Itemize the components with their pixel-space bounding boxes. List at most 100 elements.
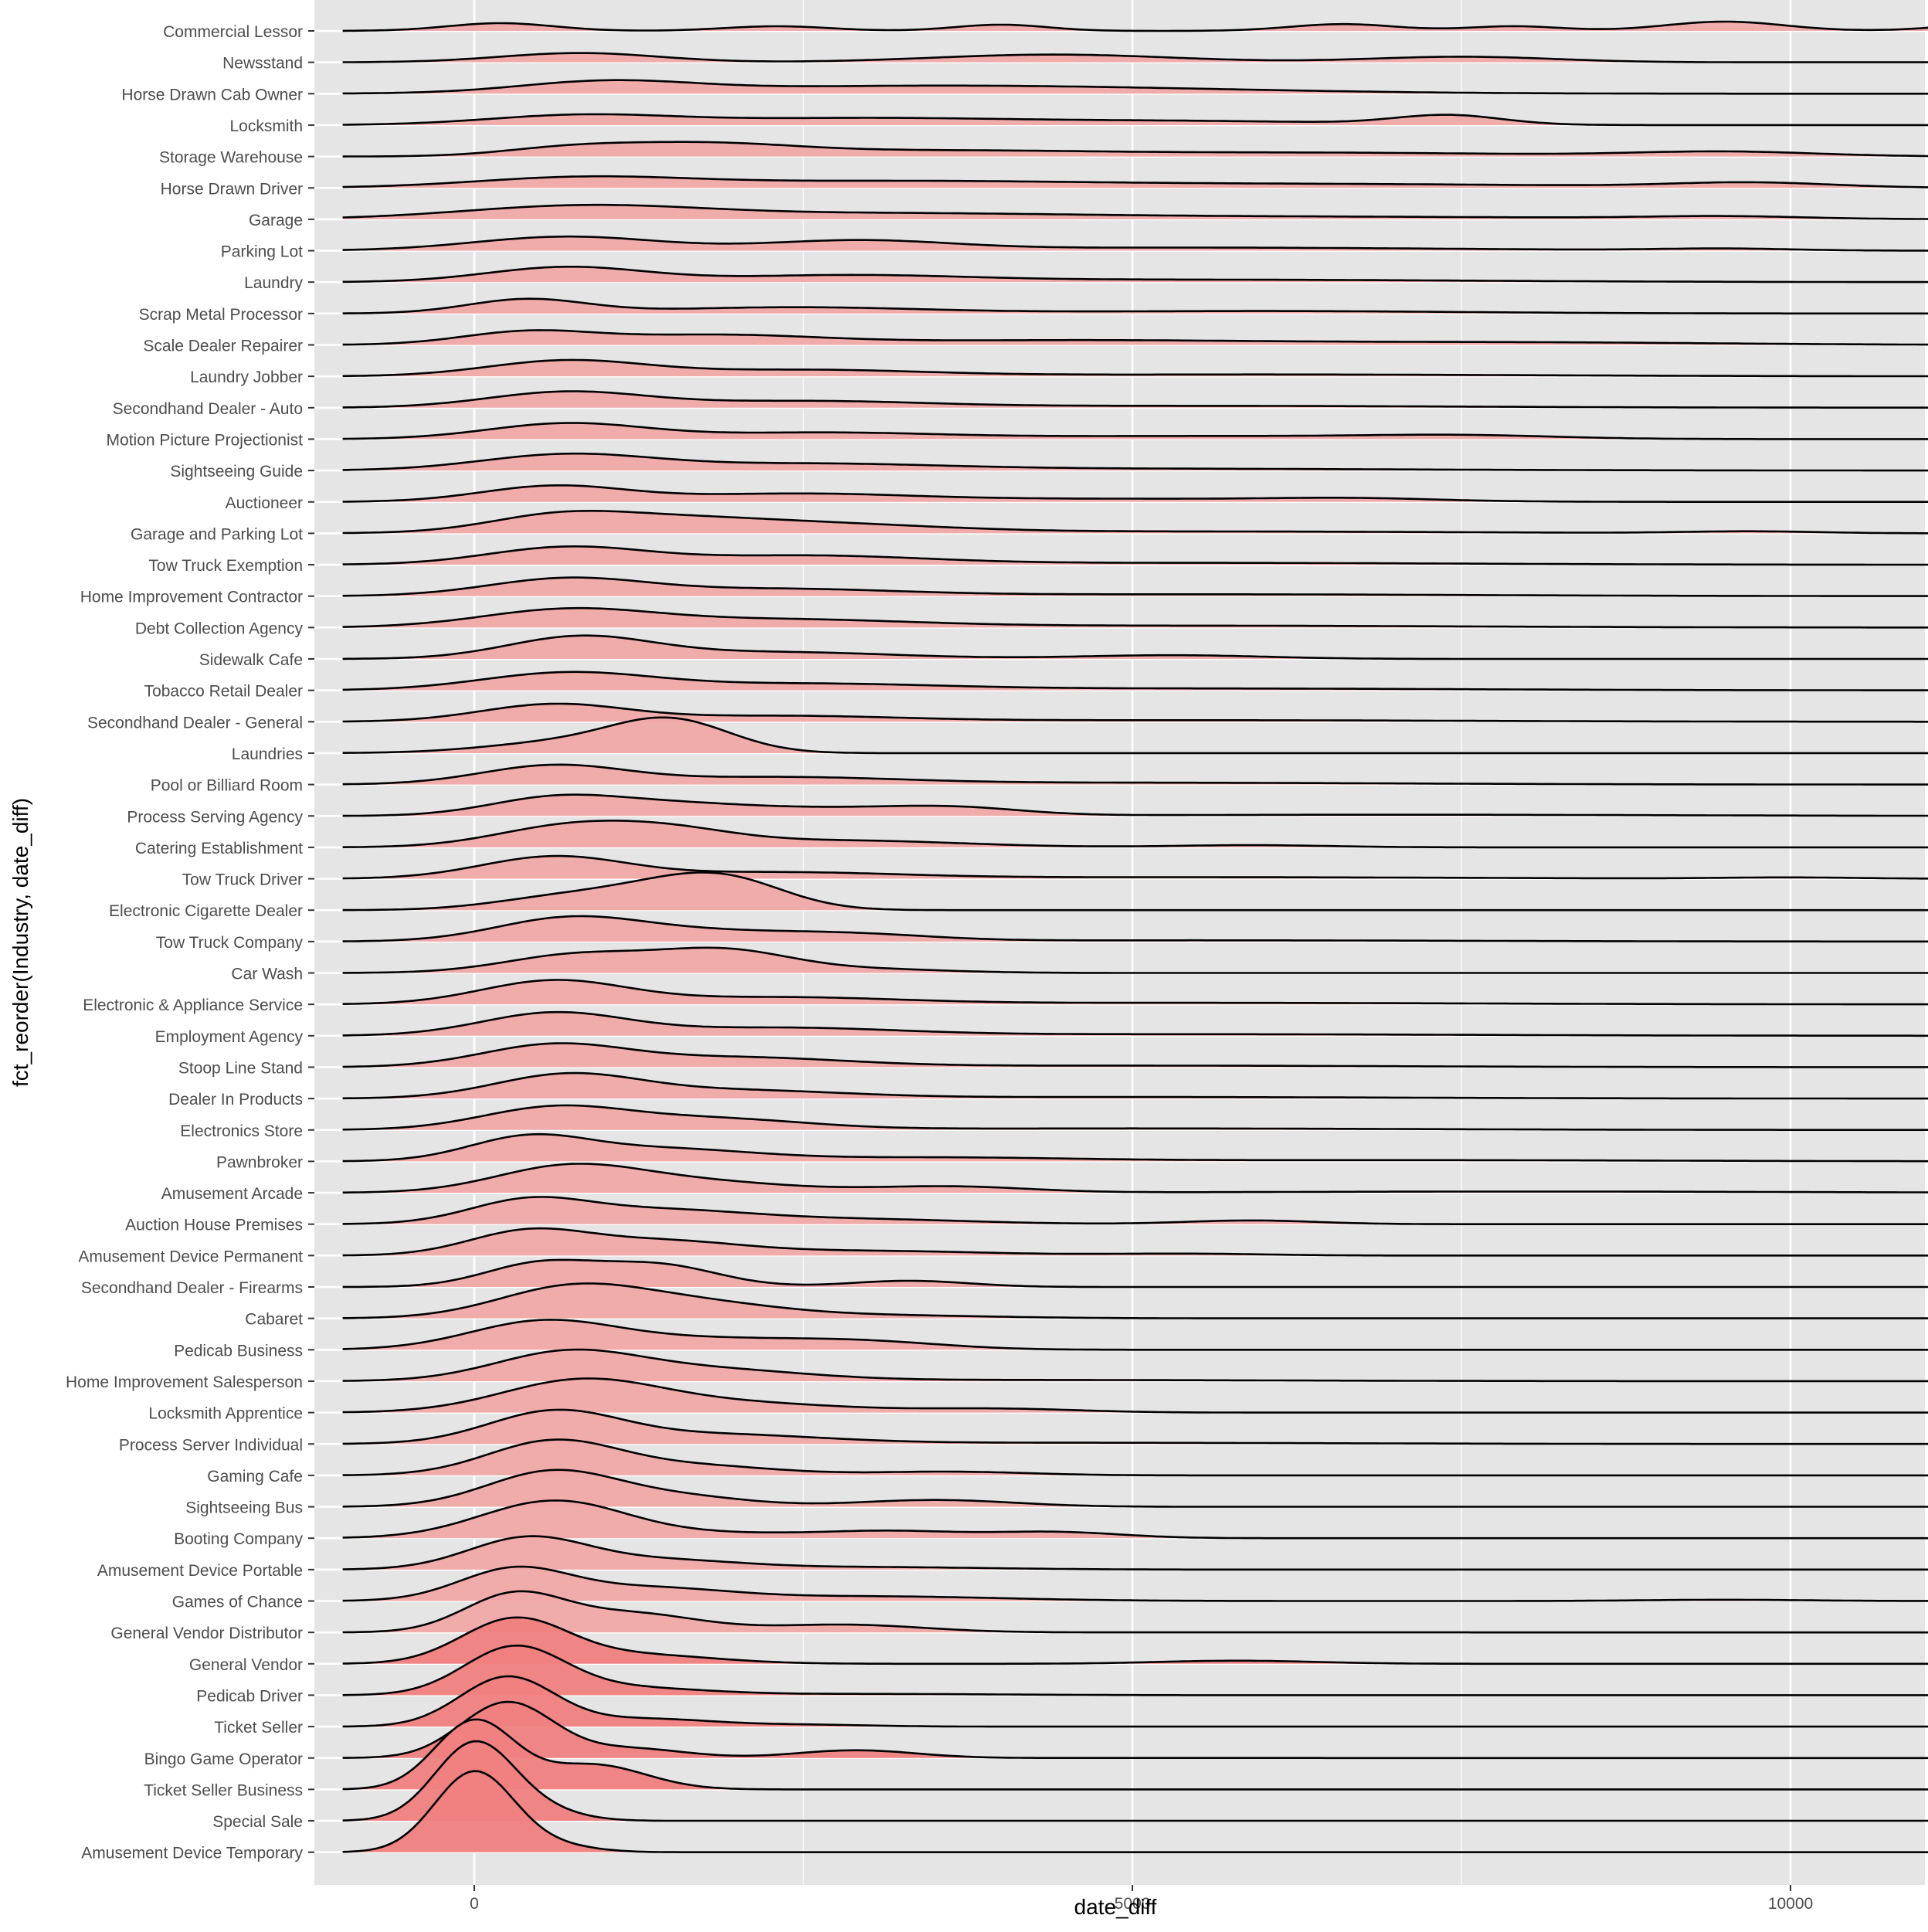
ridge-auction-house-premises: [342, 1196, 1928, 1225]
ridge-stoop-line-stand: [342, 1042, 1928, 1068]
y-tick-label: Home Improvement Contractor: [80, 589, 303, 606]
ridge-sightseeing-bus: [342, 1469, 1928, 1508]
ridge-laundries: [342, 716, 1928, 755]
ridge-horse-drawn-driver: [342, 175, 1928, 188]
ridge-line: [342, 1590, 1928, 1634]
ridge-area: [342, 485, 1928, 502]
ridge-motion-picture-projectionist: [342, 422, 1928, 440]
ridge-cabaret: [342, 1282, 1928, 1319]
ridge-line: [342, 1770, 1928, 1853]
y-tick-label: Parking Lot: [221, 243, 303, 261]
ridge-laundry: [342, 266, 1928, 284]
ridge-sidewalk-cafe: [342, 634, 1928, 660]
y-axis: Commercial Lessor Newsstand Horse Drawn Ca…: [66, 23, 314, 1862]
ridge-area: [342, 704, 1928, 722]
y-tick-label: Amusement Device Permanent: [78, 1248, 303, 1265]
ridge-secondhand-dealer-firearms: [342, 1258, 1928, 1289]
ridge-line: [342, 297, 1928, 315]
ridge-line: [342, 854, 1928, 880]
ridge-line: [342, 671, 1928, 691]
y-tick-label: Secondhand Dealer - Auto: [113, 400, 303, 418]
y-tick-label: Pawnbroker: [216, 1153, 303, 1171]
ridge-line: [342, 1196, 1928, 1225]
y-tick-label: Laundry: [244, 274, 303, 292]
ridge-line: [342, 1740, 1928, 1822]
ridge-line: [342, 1042, 1928, 1068]
y-tick-label: Special Sale: [212, 1813, 303, 1831]
ridge-line: [342, 716, 1928, 755]
ridge-line: [342, 113, 1928, 127]
y-tick-label: Sidewalk Cafe: [199, 651, 303, 669]
y-tick-label: Sightseeing Guide: [170, 463, 303, 480]
y-tick-label: Debt Collection Agency: [135, 620, 304, 637]
ridge-tow-truck-company: [342, 915, 1928, 943]
ridge-line: [342, 175, 1928, 188]
ridge-line: [342, 141, 1928, 158]
ridge-locksmith-apprentice: [342, 1377, 1928, 1414]
ridge-tobacco-retail-dealer: [342, 671, 1928, 691]
y-tick-label: Auctioneer: [226, 494, 303, 512]
ridge-area: [342, 820, 1928, 847]
ridge-pool-or-billiard-room: [342, 763, 1928, 786]
ridge-line: [342, 329, 1928, 346]
ridge-laundry-jobber: [342, 358, 1928, 378]
y-tick-label: Employment Agency: [155, 1028, 304, 1046]
ridge-area: [342, 236, 1928, 251]
y-tick-label: Laundry Jobber: [190, 368, 303, 386]
ridge-line: [342, 702, 1928, 723]
y-tick-label: Home Improvement Salesperson: [66, 1373, 303, 1391]
y-tick-label: Tow Truck Driver: [182, 871, 303, 889]
ridge-area: [342, 577, 1928, 596]
y-tick-label: Sightseeing Bus: [185, 1499, 303, 1517]
ridge-line: [342, 763, 1928, 786]
y-tick-label: Ticket Seller Business: [144, 1781, 303, 1799]
ridge-process-serving-agency: [342, 793, 1928, 817]
y-tick-label: Cabaret: [245, 1311, 303, 1329]
ridge-commercial-lessor: [342, 20, 1928, 32]
ridge-line: [342, 820, 1928, 849]
y-tick-label: General Vendor Distributor: [110, 1625, 303, 1642]
ridge-area: [342, 53, 1928, 63]
ridge-amusement-arcade: [342, 1163, 1928, 1194]
ridge-area: [342, 423, 1928, 440]
ridge-area: [342, 947, 1928, 973]
y-tick-label: Pedicab Business: [174, 1342, 303, 1360]
ridge-line: [342, 979, 1928, 1006]
ridge-area: [342, 298, 1928, 314]
ridge-locksmith: [342, 113, 1928, 127]
ridge-line: [342, 1644, 1928, 1696]
y-tick-label: Amusement Arcade: [161, 1185, 303, 1203]
ridge-area: [342, 453, 1928, 471]
ridge-area: [342, 764, 1928, 785]
ridge-line: [342, 266, 1928, 284]
y-axis-title: fct_reorder(Industry, date_diff): [8, 798, 32, 1087]
ridge-line: [342, 871, 1928, 912]
ridge-area: [342, 22, 1928, 31]
y-tick-label: Locksmith Apprentice: [148, 1405, 303, 1423]
ridge-parking-lot: [342, 235, 1928, 252]
ridge-area: [342, 671, 1928, 691]
y-tick-label: Storage Warehouse: [159, 149, 303, 167]
y-tick-label: Auction House Premises: [125, 1217, 303, 1234]
ridge-line: [342, 1227, 1928, 1257]
ridge-area: [342, 1409, 1928, 1445]
x-tick-label: 10000: [1768, 1895, 1813, 1913]
ridge-line: [342, 793, 1928, 817]
ridge-catering-establishment: [342, 820, 1928, 849]
y-tick-label: Scale Dealer Repairer: [143, 338, 303, 355]
y-tick-label: Catering Establishment: [135, 840, 303, 857]
ridge-area: [342, 717, 1928, 753]
ridge-gaming-cafe: [342, 1438, 1928, 1477]
ridge-secondhand-dealer-general: [342, 702, 1928, 723]
ridge-line: [342, 1010, 1928, 1037]
ridge-line: [342, 510, 1928, 535]
ridge-debt-collection-agency: [342, 606, 1928, 629]
ridge-area: [342, 1319, 1928, 1350]
y-tick-label: Pedicab Driver: [196, 1687, 303, 1705]
x-tick-label: 5000: [1115, 1895, 1151, 1913]
ridge-area: [342, 330, 1928, 345]
ridge-area: [342, 205, 1928, 219]
ridge-line: [342, 1071, 1928, 1100]
ridge-line: [342, 52, 1928, 63]
